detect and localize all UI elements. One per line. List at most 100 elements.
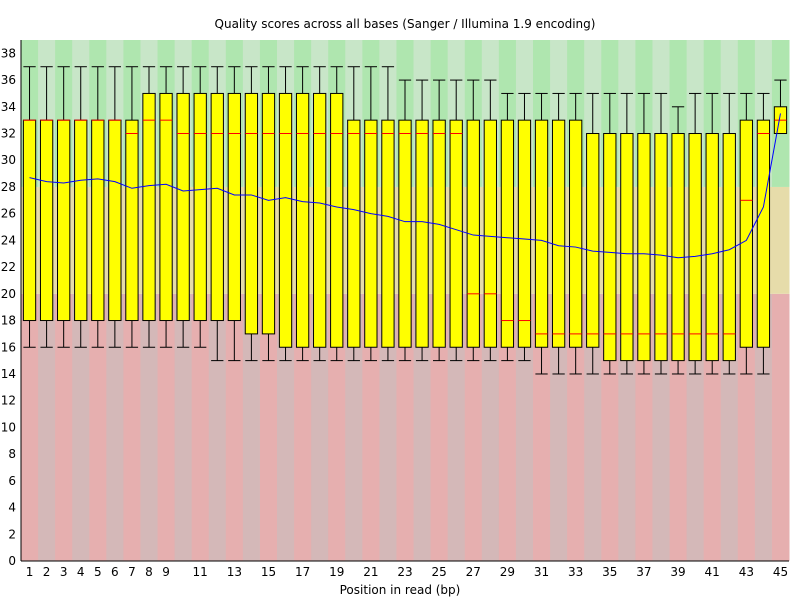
box	[654, 133, 668, 362]
zone-poor-band	[21, 293, 39, 561]
x-tick-label: 35	[602, 565, 617, 579]
box	[210, 92, 224, 322]
x-tick-label: 9	[162, 565, 170, 579]
mean-line-group	[29, 113, 781, 259]
box	[586, 133, 600, 348]
y-tick-label: 38	[1, 46, 16, 60]
box	[381, 119, 395, 348]
box	[227, 92, 241, 322]
x-tick-label: 3	[60, 565, 68, 579]
zone-poor-band	[174, 293, 193, 561]
x-tick-label: 13	[227, 565, 242, 579]
x-tick-label: 2	[43, 565, 51, 579]
box	[722, 133, 736, 362]
x-tick-label: 41	[705, 565, 720, 579]
zone-poor-band	[55, 293, 73, 561]
box	[500, 119, 515, 348]
box	[739, 119, 753, 348]
boxes-group	[22, 66, 788, 375]
chart-title: Quality scores across all bases (Sanger …	[215, 17, 596, 31]
box	[432, 119, 446, 348]
zone-poor-band	[72, 293, 90, 561]
x-tick-label: 8	[145, 565, 153, 579]
zone-poor-band	[38, 293, 56, 561]
zone-poor-band	[106, 293, 124, 561]
y-tick-label: 30	[1, 153, 16, 167]
box	[22, 119, 37, 322]
zone-poor-band	[737, 293, 756, 561]
box	[57, 119, 71, 322]
y-tick-label: 0	[8, 554, 16, 568]
box	[415, 119, 429, 348]
box	[108, 119, 122, 322]
y-tick-label: 4	[8, 501, 16, 515]
box	[261, 92, 276, 335]
zone-poor-band	[191, 293, 210, 561]
box	[671, 133, 685, 362]
x-tick-label: 45	[773, 565, 788, 579]
y-tick-label: 16	[1, 340, 16, 354]
box	[347, 119, 361, 348]
zone-poor-band	[550, 293, 568, 561]
zone-reasonable-band	[771, 186, 790, 294]
y-tick-label: 36	[1, 73, 16, 87]
box	[637, 133, 651, 362]
box	[603, 133, 617, 362]
box	[449, 119, 463, 348]
zone-poor-band	[89, 293, 107, 561]
box	[295, 92, 310, 348]
x-axis-label: Position in read (bp)	[340, 583, 461, 597]
y-tick-label: 24	[1, 233, 16, 247]
x-tick-label: 39	[670, 565, 685, 579]
y-tick-label: 20	[1, 287, 16, 301]
box	[517, 119, 532, 348]
box	[244, 92, 259, 335]
y-tick-label: 34	[1, 100, 16, 114]
box	[91, 119, 105, 322]
zone-poor-band	[771, 293, 790, 561]
box	[483, 119, 497, 348]
x-tick-label: 31	[534, 565, 549, 579]
box	[620, 133, 634, 362]
y-tick-label: 12	[1, 394, 16, 408]
x-tick-label: 29	[500, 565, 515, 579]
box	[688, 133, 702, 362]
box	[466, 119, 480, 348]
x-tick-label: 11	[193, 565, 208, 579]
box	[39, 119, 54, 322]
zone-poor-band	[140, 293, 159, 561]
x-tick-label: 25	[431, 565, 446, 579]
zone-poor-band	[754, 293, 773, 561]
zone-poor-band	[584, 293, 602, 561]
box	[330, 92, 344, 348]
y-tick-label: 10	[1, 420, 16, 434]
y-tick-label: 32	[1, 127, 16, 141]
mean-line	[29, 113, 781, 259]
y-tick-label: 2	[8, 527, 16, 541]
y-tick-label: 28	[1, 180, 16, 194]
x-tick-label: 19	[329, 565, 344, 579]
box	[364, 119, 378, 348]
box	[398, 119, 412, 348]
y-tick-label: 6	[8, 474, 16, 488]
box	[534, 119, 549, 348]
x-tick-label: 5	[94, 565, 102, 579]
box	[142, 92, 156, 322]
x-tick-label: 17	[295, 565, 310, 579]
x-tick-label: 4	[77, 565, 85, 579]
x-tick-label: 37	[636, 565, 651, 579]
x-tick-label: 1	[26, 565, 34, 579]
x-tick-label: 15	[261, 565, 276, 579]
zone-poor-band	[567, 293, 585, 561]
y-tick-label: 26	[1, 207, 16, 221]
box	[756, 119, 771, 348]
box	[551, 119, 566, 348]
x-tick-label: 27	[466, 565, 481, 579]
x-tick-label: 23	[397, 565, 412, 579]
y-tick-label: 22	[1, 260, 16, 274]
box	[125, 119, 139, 322]
x-tick-label: 6	[111, 565, 119, 579]
box	[176, 92, 190, 322]
x-tick-label: 43	[739, 565, 754, 579]
